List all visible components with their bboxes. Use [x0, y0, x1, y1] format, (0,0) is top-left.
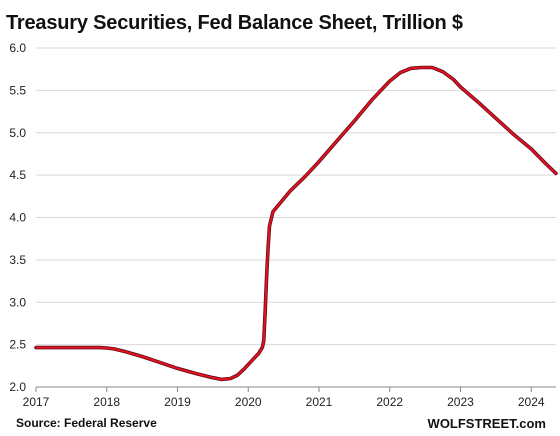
y-tick-label: 3.0 [9, 295, 26, 309]
x-tick-label: 2017 [23, 395, 50, 409]
y-tick-label: 5.5 [9, 83, 26, 97]
x-tick-label: 2018 [93, 395, 120, 409]
x-tick-label: 2019 [164, 395, 191, 409]
y-tick-label: 5.0 [9, 126, 26, 140]
brand-label: WOLFSTREET.com [427, 416, 546, 431]
series-group [34, 65, 558, 382]
chart-title: Treasury Securities, Fed Balance Sheet, … [6, 12, 463, 34]
y-tick-labels: 2.0 2.5 3.0 3.5 4.0 4.5 5.0 5.5 6.0 [9, 41, 26, 394]
x-tick-label: 2021 [306, 395, 333, 409]
y-tick-label: 6.0 [9, 41, 26, 55]
x-tick-label: 2020 [235, 395, 262, 409]
x-tick-labels: 2017 2018 2019 2020 2021 2022 2023 2024 [23, 387, 545, 409]
y-tick-label: 4.0 [9, 211, 26, 225]
x-tick-label: 2022 [376, 395, 403, 409]
series-line-shadow [34, 65, 558, 382]
y-tick-label: 3.5 [9, 253, 26, 267]
y-tick-label: 4.5 [9, 168, 26, 182]
x-tick-label: 2024 [518, 395, 545, 409]
y-tick-label: 2.5 [9, 338, 26, 352]
gridlines [36, 47, 556, 346]
x-tick-label: 2023 [447, 395, 474, 409]
source-note: Source: Federal Reserve [16, 416, 157, 430]
y-tick-label: 2.0 [9, 380, 26, 394]
series-line [35, 66, 557, 381]
